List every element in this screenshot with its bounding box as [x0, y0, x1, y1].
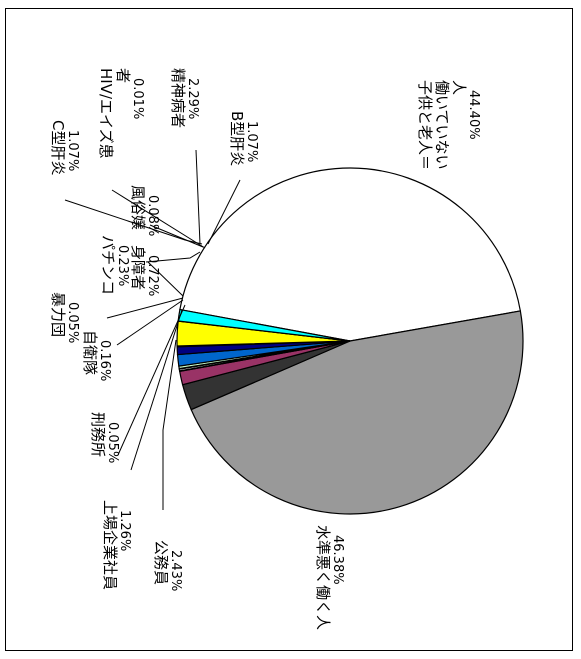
leader-line-2	[162, 339, 177, 510]
slice-percent: 1.07%	[244, 121, 259, 162]
slice-percent: 0.23%	[115, 245, 130, 286]
slice-label-line: 者	[114, 68, 132, 83]
leader-line-7	[147, 261, 184, 297]
leader-line-13	[207, 179, 241, 245]
leader-line-6	[106, 297, 184, 319]
slice-label-3: 上場企業社員1.26%	[101, 500, 132, 590]
slice-percent: 46.38%	[330, 535, 345, 585]
leader-line-3	[130, 309, 183, 471]
slice-label-line: パチンコ	[99, 235, 117, 295]
slice-label-line: B型肝炎	[228, 111, 246, 166]
slice-label-0: 子供と老人＝働いていない人44.40%	[416, 80, 481, 170]
slice-label-12: HIV/エイズ患者0.01%	[97, 68, 145, 159]
pie-slice-0	[179, 167, 522, 342]
slice-label-line: 公務員	[152, 540, 170, 585]
slice-label-2: 公務員2.43%	[152, 540, 183, 591]
slice-label-line: HIV/エイズ患	[97, 68, 115, 159]
slice-label-line: 働いていない	[433, 80, 451, 170]
slice-label-line: 水準悪く働く人	[314, 525, 332, 630]
slice-label-line: 人	[450, 80, 468, 95]
slice-label-4: 刑務所0.05%	[89, 412, 120, 463]
slice-label-line: 自衛隊	[81, 330, 99, 375]
leader-line-4	[117, 304, 186, 456]
slice-percent: 0.01%	[130, 78, 145, 119]
slice-label-line: 刑務所	[89, 412, 107, 457]
slice-label-13: B型肝炎1.07%	[228, 111, 259, 166]
pie-slices	[176, 167, 524, 515]
slice-percent: 2.29%	[185, 78, 200, 119]
slice-label-line: 身障者	[129, 245, 147, 290]
slice-percent: 1.07%	[65, 130, 80, 171]
slice-label-6: 暴力団0.05%	[49, 292, 80, 343]
leader-line-10	[149, 224, 204, 248]
slice-label-7: パチンコ0.23%	[99, 235, 130, 295]
pie-slice-1	[190, 310, 524, 515]
leader-line-5	[116, 299, 184, 346]
slice-label-8: C型肝炎1.07%	[49, 120, 80, 175]
slice-percent: 44.40%	[466, 90, 481, 140]
slice-percent: 2.43%	[168, 550, 183, 591]
slice-label-line: C型肝炎	[49, 120, 67, 175]
slice-percent: 0.72%	[145, 255, 160, 296]
slice-label-line: 暴力団	[49, 292, 67, 337]
slice-label-line: 子供と老人＝	[416, 80, 434, 170]
pie-labels: 子供と老人＝働いていない人44.40% 水準悪く働く人46.38% 公務員2.43%…	[49, 68, 481, 630]
slice-percent: 1.26%	[117, 510, 132, 551]
slice-label-11: 精神病者2.29%	[169, 68, 200, 128]
slice-label-1: 水準悪く働く人46.38%	[314, 525, 345, 630]
leader-line-12	[111, 189, 206, 249]
slice-label-line: 上場企業社員	[101, 500, 119, 590]
leader-line-11	[195, 149, 201, 245]
leader-line-9	[145, 251, 201, 263]
slice-label-5: 自衛隊0.16%	[81, 330, 112, 381]
slice-label-line: 風俗嬢	[129, 185, 147, 230]
slice-percent: 0.05%	[105, 422, 120, 463]
slice-percent: 0.05%	[65, 302, 80, 343]
slice-percent: 0.16%	[97, 340, 112, 381]
slice-label-9: 身障者0.72%	[129, 245, 160, 296]
slice-label-line: 精神病者	[169, 68, 187, 128]
